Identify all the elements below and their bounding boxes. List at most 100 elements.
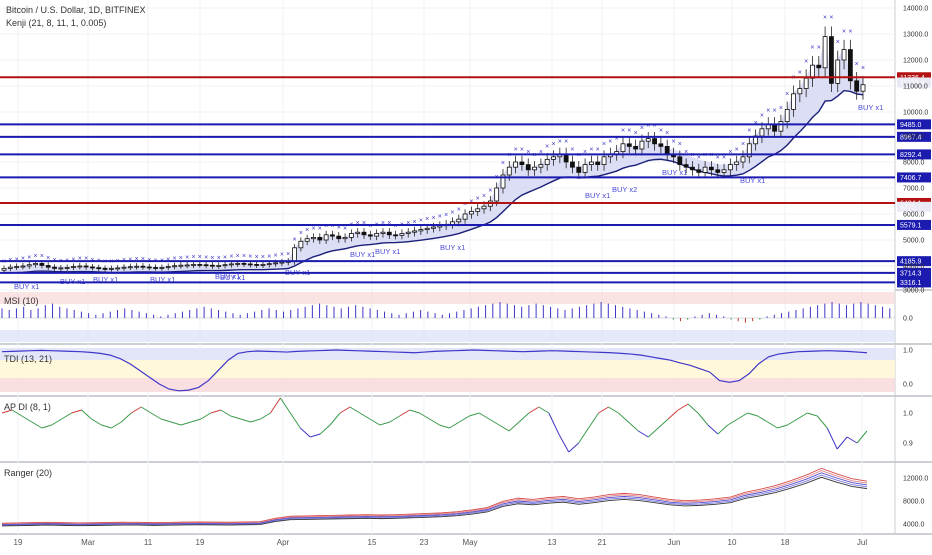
candle[interactable]	[532, 161, 537, 176]
candle[interactable]	[829, 26, 834, 93]
candle[interactable]	[570, 155, 575, 174]
candle[interactable]	[854, 72, 860, 100]
candle[interactable]	[633, 139, 639, 156]
candle[interactable]	[178, 262, 184, 269]
candle[interactable]	[500, 169, 506, 194]
candle[interactable]	[102, 265, 108, 272]
candle[interactable]	[727, 158, 733, 176]
candle[interactable]	[172, 262, 177, 270]
candle[interactable]	[361, 228, 367, 239]
candle[interactable]	[83, 262, 89, 270]
candle[interactable]	[645, 131, 651, 149]
candle[interactable]	[96, 264, 102, 272]
candle[interactable]	[740, 150, 746, 169]
candle[interactable]	[197, 261, 203, 268]
candle[interactable]	[146, 263, 152, 271]
candle[interactable]	[64, 264, 70, 271]
candle[interactable]	[298, 237, 304, 252]
candle[interactable]	[165, 263, 171, 271]
candle[interactable]	[121, 264, 127, 271]
candle[interactable]	[544, 153, 550, 171]
candle[interactable]	[696, 163, 702, 179]
candle[interactable]	[778, 114, 784, 138]
candle[interactable]	[222, 261, 228, 269]
candle[interactable]	[816, 55, 822, 77]
candle[interactable]	[153, 264, 158, 271]
candle[interactable]	[26, 261, 32, 269]
candle[interactable]	[374, 229, 380, 241]
candle[interactable]	[841, 39, 847, 70]
candle[interactable]	[191, 261, 196, 268]
candle[interactable]	[626, 137, 632, 154]
price-pane[interactable]: × × × × × × × × × × × × × × × × × × × × × × × × × × × × × × × ××× × × × × × ×…	[1, 15, 883, 291]
candle[interactable]	[311, 233, 316, 243]
candle[interactable]	[108, 265, 114, 272]
candle[interactable]	[418, 225, 424, 236]
candle[interactable]	[746, 137, 752, 164]
candle[interactable]	[20, 262, 26, 270]
candle[interactable]	[412, 226, 417, 237]
candle[interactable]	[216, 262, 222, 269]
candle[interactable]	[576, 161, 582, 179]
candle[interactable]	[519, 155, 525, 171]
candle[interactable]	[690, 161, 695, 176]
candle[interactable]	[475, 203, 481, 217]
candle[interactable]	[595, 155, 601, 171]
candle[interactable]	[380, 228, 386, 238]
candle[interactable]	[386, 228, 392, 239]
candle[interactable]	[405, 228, 411, 238]
candle[interactable]	[462, 209, 468, 224]
candle[interactable]	[330, 230, 335, 241]
candle[interactable]	[399, 229, 405, 240]
candle[interactable]	[52, 264, 57, 272]
candle[interactable]	[77, 262, 83, 270]
candle[interactable]	[860, 76, 866, 100]
ranger-pane[interactable]	[1, 467, 868, 527]
candle[interactable]	[468, 206, 474, 219]
candle[interactable]	[203, 261, 209, 269]
candle[interactable]	[589, 155, 594, 171]
candle[interactable]	[90, 263, 95, 271]
candle[interactable]	[538, 158, 544, 174]
candle[interactable]	[525, 158, 531, 176]
candle[interactable]	[709, 161, 714, 176]
candle[interactable]	[791, 85, 796, 117]
candle[interactable]	[14, 263, 20, 271]
candle[interactable]	[513, 155, 519, 174]
candle[interactable]	[159, 264, 165, 271]
candle[interactable]	[683, 158, 689, 174]
candle[interactable]	[336, 232, 342, 243]
candle[interactable]	[317, 233, 323, 244]
msi-pane[interactable]	[0, 292, 895, 342]
candle[interactable]	[134, 263, 140, 270]
candle[interactable]	[184, 261, 190, 269]
candle[interactable]	[721, 163, 727, 179]
candle[interactable]	[639, 134, 645, 156]
candle[interactable]	[127, 263, 133, 271]
candle[interactable]	[71, 263, 76, 271]
candle[interactable]	[304, 234, 310, 246]
candle[interactable]	[323, 230, 329, 244]
candle[interactable]	[658, 137, 664, 154]
candle[interactable]	[115, 265, 121, 272]
candle[interactable]	[58, 265, 64, 272]
candle[interactable]	[45, 262, 51, 271]
candle[interactable]	[702, 161, 708, 179]
candle[interactable]	[797, 80, 803, 103]
candle[interactable]	[1, 265, 7, 274]
candle[interactable]	[551, 150, 556, 166]
candle[interactable]	[582, 158, 588, 179]
candle[interactable]	[260, 261, 266, 268]
candle[interactable]	[822, 26, 828, 77]
candle[interactable]	[355, 228, 361, 238]
candle[interactable]	[348, 229, 354, 242]
tdi-pane[interactable]	[0, 348, 895, 392]
candle[interactable]	[734, 155, 740, 171]
ap-di-pane[interactable]	[1, 397, 868, 453]
candle[interactable]	[254, 261, 260, 268]
candle[interactable]	[367, 230, 373, 241]
candle[interactable]	[210, 262, 215, 269]
candle[interactable]	[847, 39, 853, 90]
candle[interactable]	[652, 131, 657, 151]
